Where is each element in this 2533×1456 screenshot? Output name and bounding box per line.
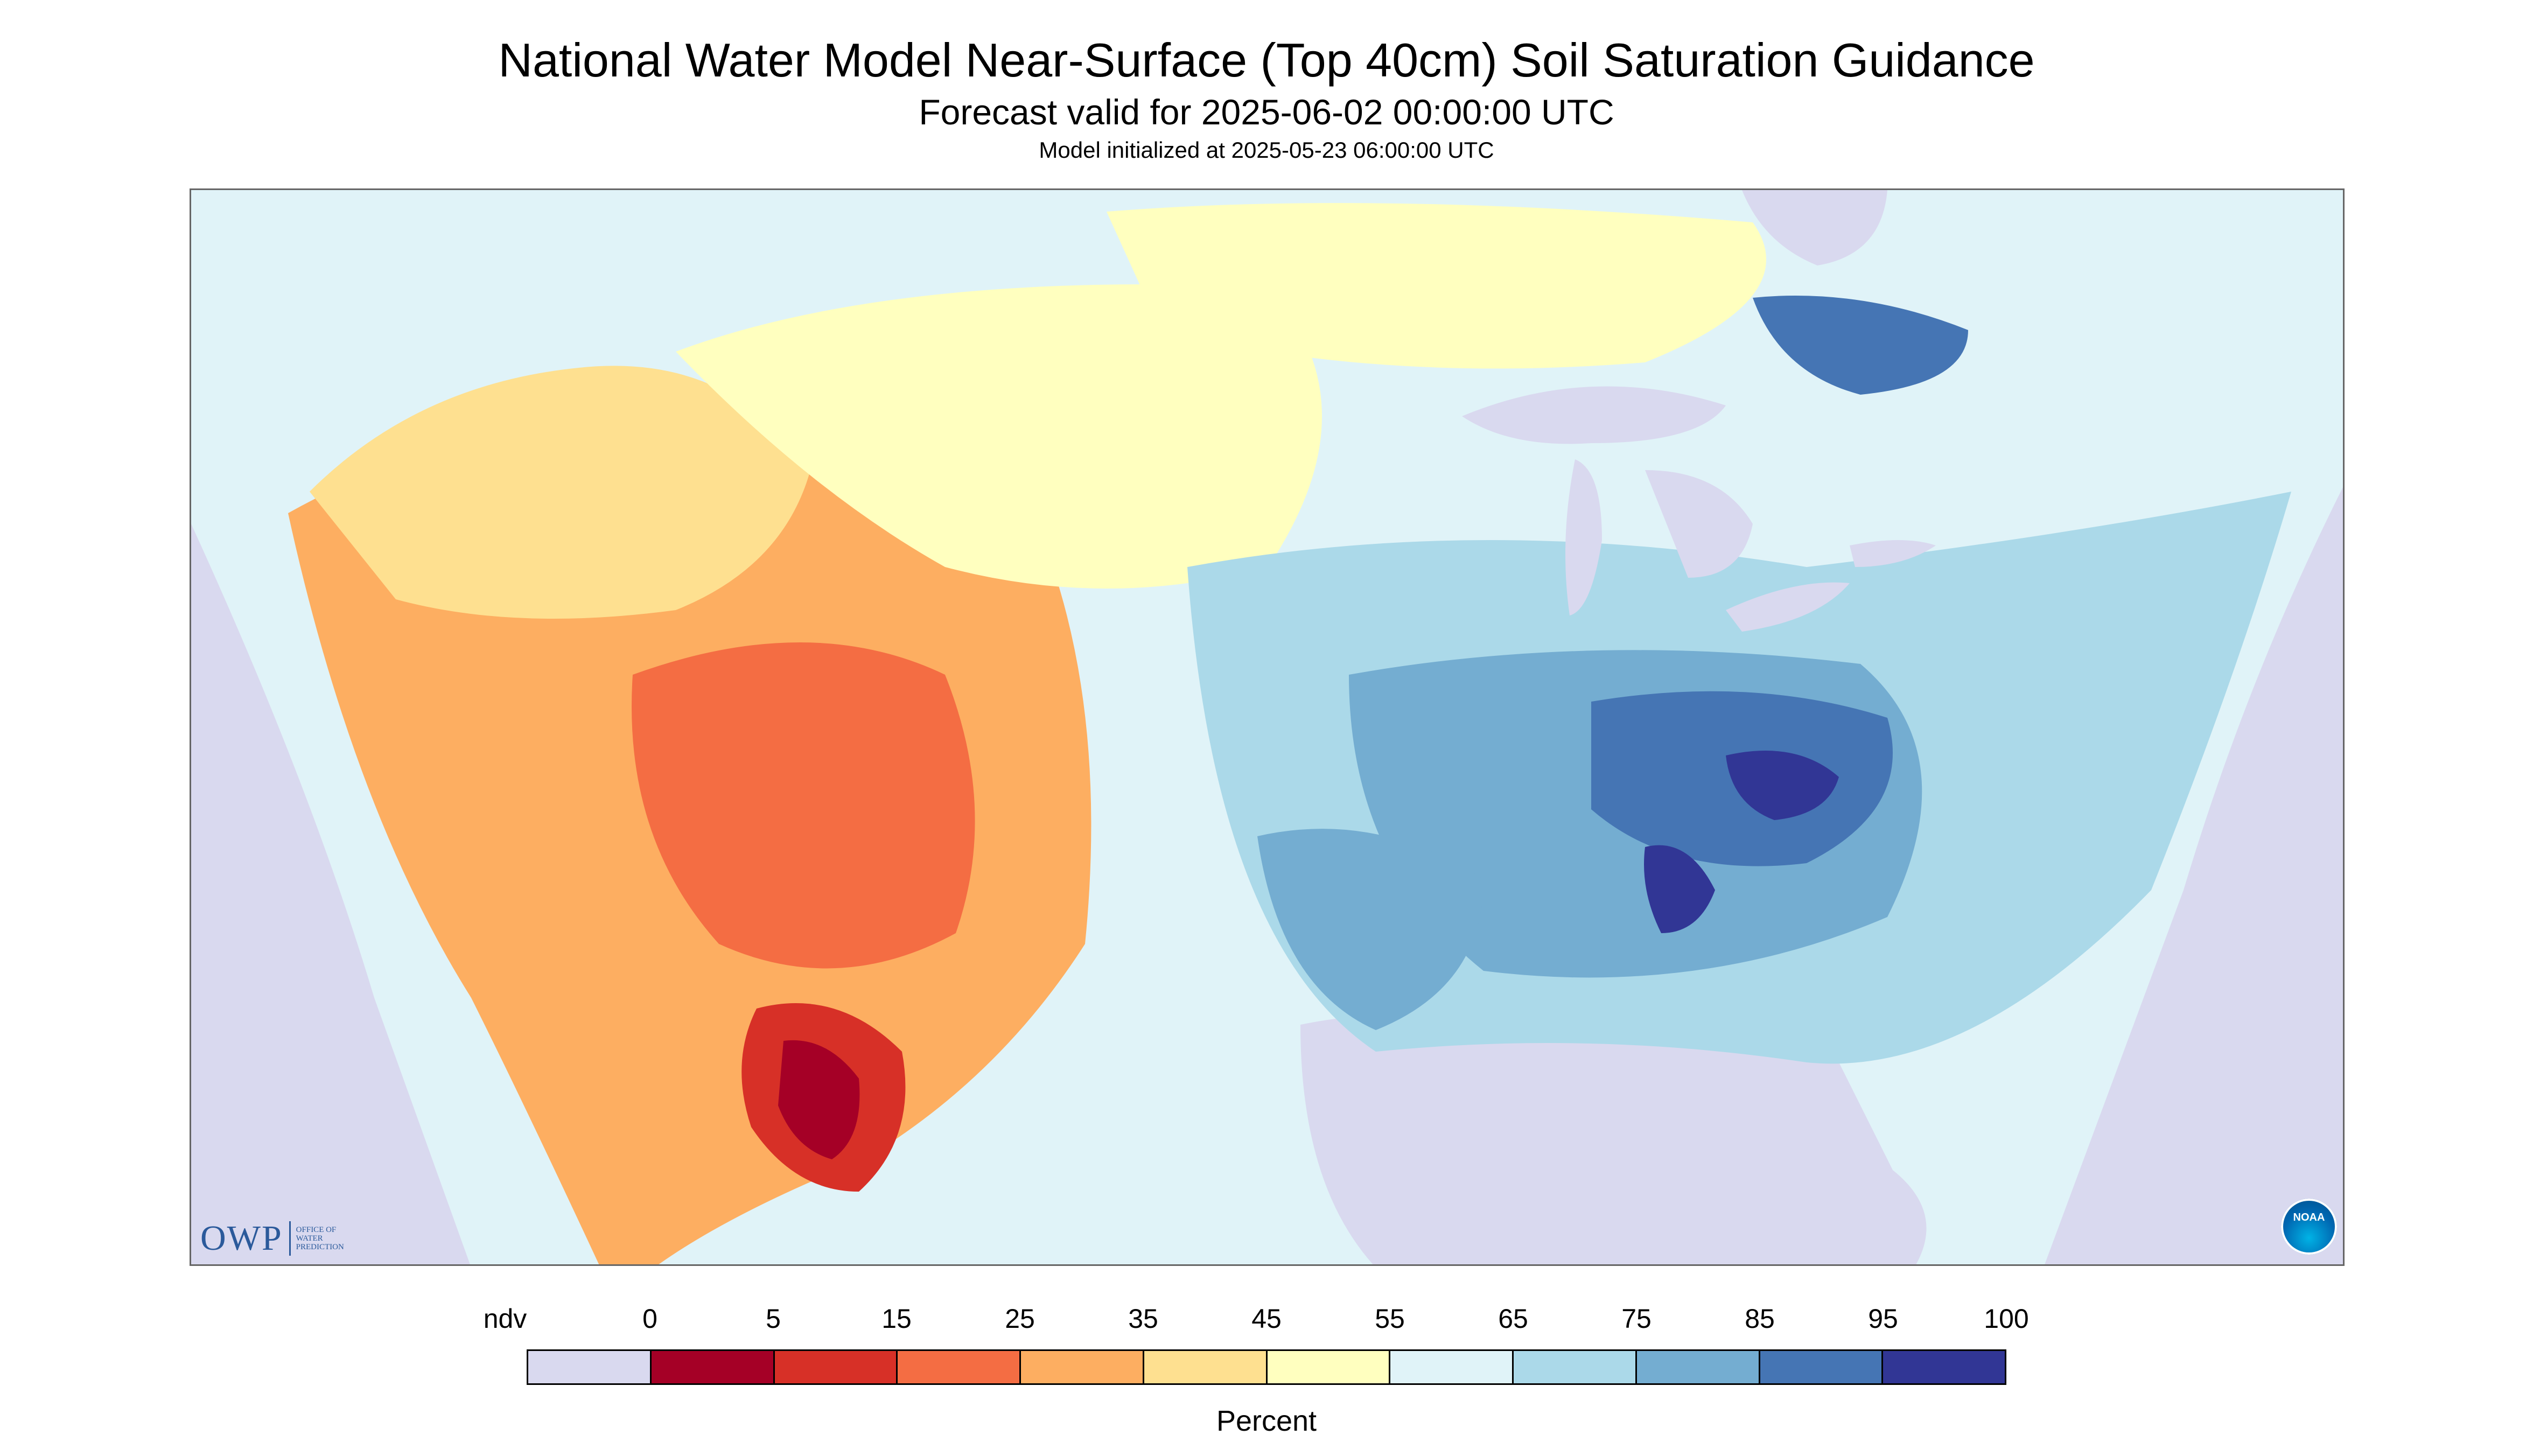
colorbar-swatch xyxy=(1144,1351,1268,1383)
owp-logo-mark: OWP xyxy=(200,1219,283,1258)
colorbar-tick-label: 5 xyxy=(766,1304,781,1334)
canada-neutral xyxy=(1107,203,1766,369)
colorbar-tick-label: 45 xyxy=(1251,1304,1282,1334)
lake-michigan xyxy=(1565,459,1602,615)
model-init-line: Model initialized at 2025-05-23 06:00:00… xyxy=(1039,137,1494,163)
lake-huron xyxy=(1645,470,1753,578)
forecast-valid-subtitle: Forecast valid for 2025-06-02 00:00:00 U… xyxy=(919,92,1614,132)
colorbar-tick-label: 15 xyxy=(881,1304,912,1334)
colorbar-tick-label: 95 xyxy=(1868,1304,1898,1334)
lake-superior xyxy=(1462,386,1726,444)
mexico-core-dry xyxy=(778,1040,860,1159)
colorbar-units-label: Percent xyxy=(1216,1405,1317,1437)
northern-plains-neutral xyxy=(676,284,1322,589)
colorbar-swatch xyxy=(898,1351,1021,1383)
colorbar-tick-label: 25 xyxy=(1005,1304,1035,1334)
colorbar-tick-label: 75 xyxy=(1621,1304,1652,1334)
map-svg xyxy=(191,190,2343,1264)
ohio-saturated xyxy=(1726,751,1839,820)
colorbar-tick-label: ndv xyxy=(483,1304,527,1334)
gulf-of-mexico-ndv xyxy=(1300,1014,1927,1264)
colorbar-swatch xyxy=(651,1351,775,1383)
four-corners-dry xyxy=(632,642,975,969)
soil-saturation-map xyxy=(190,188,2345,1266)
atlantic-ocean-ndv xyxy=(2045,487,2343,1264)
great-basin-tan xyxy=(310,366,810,619)
colorbar-swatch xyxy=(528,1351,652,1383)
map-title: National Water Model Near-Surface (Top 4… xyxy=(498,33,2035,87)
owp-logo: OWP OFFICE OF WATER PREDICTION xyxy=(200,1218,344,1259)
texas-wet xyxy=(1257,829,1484,1030)
lake-erie xyxy=(1726,582,1850,632)
colorbar-tick-label: 65 xyxy=(1498,1304,1528,1334)
colorbar-tick-label: 55 xyxy=(1375,1304,1405,1334)
colorbar-tick-label: 85 xyxy=(1745,1304,1775,1334)
owp-logo-text: OFFICE OF WATER PREDICTION xyxy=(296,1226,344,1251)
lake-ontario xyxy=(1850,540,1936,567)
lower-mississippi-saturated xyxy=(1644,845,1715,933)
hudson-bay-area xyxy=(1742,190,1887,265)
colorbar-swatch xyxy=(1514,1351,1637,1383)
owp-logo-divider xyxy=(289,1221,291,1256)
quebec-wet xyxy=(1753,296,1968,395)
colorbar-tick-label: 100 xyxy=(1984,1304,2029,1334)
colorbar-swatch xyxy=(1390,1351,1514,1383)
colorbar-swatch xyxy=(1021,1351,1144,1383)
colorbar-tick-label: 35 xyxy=(1128,1304,1158,1334)
colorbar-swatch xyxy=(1883,1351,2005,1383)
pacific-ocean-ndv xyxy=(191,524,470,1264)
colorbar-swatch xyxy=(1636,1351,1760,1383)
noaa-logo-text: NOAA xyxy=(2293,1212,2325,1223)
colorbar xyxy=(527,1349,2006,1385)
colorbar-tick-label: 0 xyxy=(642,1304,657,1334)
colorbar-swatch xyxy=(1267,1351,1391,1383)
colorbar-swatch xyxy=(1760,1351,1884,1383)
colorbar-swatch xyxy=(774,1351,898,1383)
noaa-logo: NOAA xyxy=(2281,1199,2337,1255)
